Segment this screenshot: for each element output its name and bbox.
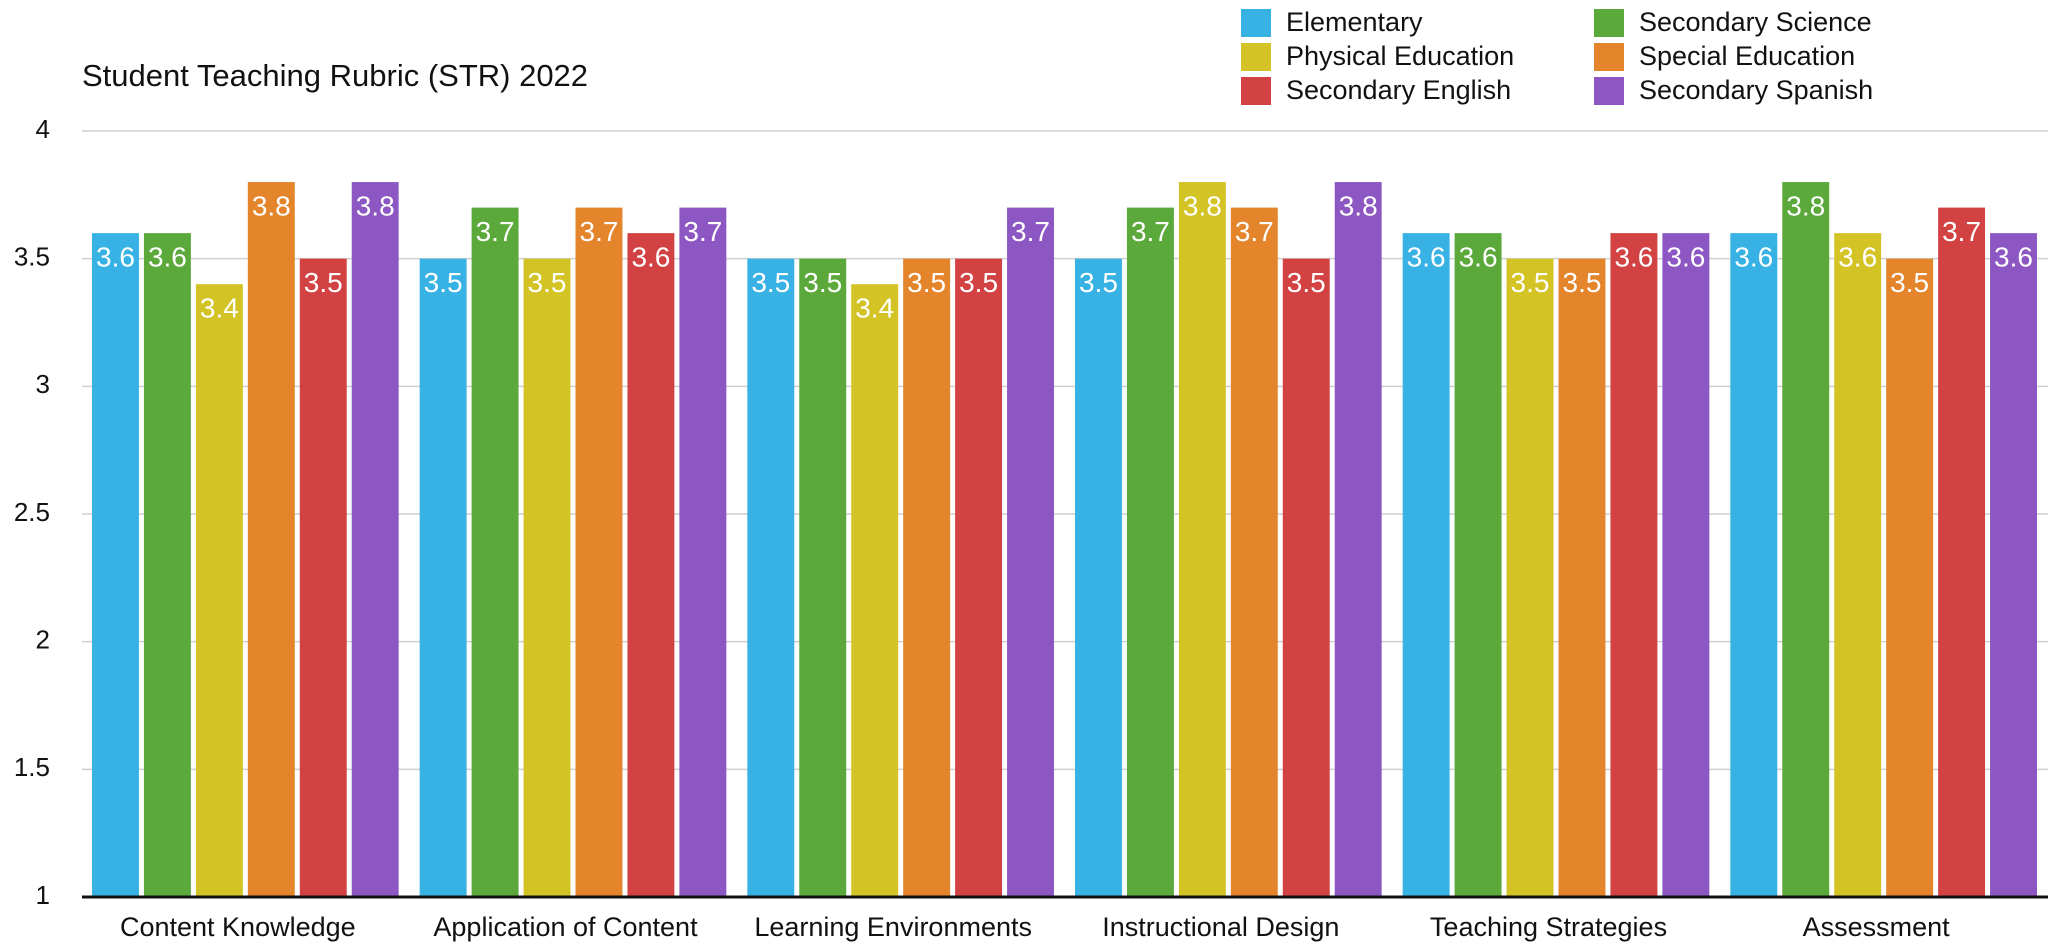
value-label: 3.6 (1734, 242, 1773, 273)
legend-swatch (1241, 77, 1271, 105)
legend-label: Special Education (1639, 41, 1855, 71)
value-label: 3.6 (148, 242, 187, 273)
bar (851, 284, 899, 897)
x-tick-label: Learning Environments (754, 912, 1032, 942)
legend-label: Secondary English (1286, 75, 1511, 105)
value-label: 3.6 (96, 242, 135, 273)
bar (903, 258, 951, 898)
y-tick-label: 3 (36, 369, 50, 399)
value-label: 3.8 (1183, 190, 1222, 221)
bar (1610, 233, 1658, 898)
bar (523, 258, 571, 898)
bar (195, 284, 243, 897)
legend-label: Physical Education (1286, 41, 1514, 71)
value-label: 3.6 (1994, 242, 2033, 273)
value-label: 3.6 (1459, 242, 1498, 273)
bar (1938, 207, 1986, 898)
chart-title: Student Teaching Rubric (STR) 2022 (82, 58, 588, 93)
value-label: 3.6 (1407, 242, 1446, 273)
value-label: 3.5 (1563, 267, 1602, 298)
value-label: 3.5 (1890, 267, 1929, 298)
value-label: 3.6 (631, 242, 670, 273)
value-label: 3.5 (304, 267, 343, 298)
value-label: 3.5 (1287, 267, 1326, 298)
value-label: 3.5 (1079, 267, 1118, 298)
value-label: 3.5 (959, 267, 998, 298)
x-tick-label: Teaching Strategies (1430, 912, 1667, 942)
x-tick-label: Application of Content (433, 912, 698, 942)
bar (1990, 233, 2037, 898)
value-label: 3.7 (580, 216, 619, 247)
x-tick-label: Instructional Design (1102, 912, 1339, 942)
value-label: 3.7 (476, 216, 515, 247)
value-label: 3.6 (1666, 242, 1705, 273)
bar (955, 258, 1003, 898)
bar (1402, 233, 1450, 898)
legend-swatch (1594, 9, 1624, 37)
value-label: 3.4 (200, 293, 239, 324)
value-label: 3.8 (1339, 190, 1378, 221)
y-tick-label: 2.5 (14, 497, 50, 527)
value-label: 3.8 (1786, 190, 1825, 221)
bar (575, 207, 623, 898)
bar (1007, 207, 1054, 898)
x-tick-label: Content Knowledge (120, 912, 356, 942)
legend-swatch (1594, 77, 1624, 105)
x-tick-label: Assessment (1803, 912, 1951, 942)
value-label: 3.5 (424, 267, 463, 298)
y-tick-label: 3.5 (14, 242, 50, 272)
bar (419, 258, 467, 898)
bar (1334, 182, 1382, 898)
bar (1230, 207, 1278, 898)
bar (471, 207, 519, 898)
bar (1730, 233, 1778, 898)
bar (1126, 207, 1174, 898)
legend-label: Secondary Science (1639, 7, 1872, 37)
value-label: 3.6 (1838, 242, 1877, 273)
legend-swatch (1241, 43, 1271, 71)
bar (1886, 258, 1934, 898)
y-tick-label: 2 (36, 625, 50, 655)
value-label: 3.5 (907, 267, 946, 298)
bar (1075, 258, 1122, 898)
value-label: 3.7 (683, 216, 722, 247)
value-label: 3.8 (252, 190, 291, 221)
bar (1454, 233, 1502, 898)
value-label: 3.7 (1131, 216, 1170, 247)
value-label: 3.7 (1942, 216, 1981, 247)
legend-swatch (1241, 9, 1271, 37)
value-label: 3.8 (356, 190, 395, 221)
value-label: 3.7 (1011, 216, 1050, 247)
value-label: 3.4 (855, 293, 894, 324)
bar (1282, 258, 1330, 898)
legend-swatch (1594, 43, 1624, 71)
value-label: 3.5 (528, 267, 567, 298)
value-label: 3.7 (1235, 216, 1274, 247)
y-tick-label: 1.5 (14, 752, 50, 782)
y-tick-label: 4 (36, 114, 50, 144)
value-label: 3.5 (751, 267, 790, 298)
bar (799, 258, 847, 898)
bar (747, 258, 795, 898)
legend-label: Secondary Spanish (1639, 75, 1873, 105)
bar (92, 233, 139, 898)
bar (299, 258, 347, 898)
bar (1506, 258, 1554, 898)
bar (627, 233, 675, 898)
bar (247, 182, 295, 898)
bar (1662, 233, 1710, 898)
bar (1834, 233, 1882, 898)
y-tick-label: 1 (36, 880, 50, 910)
bar (143, 233, 191, 898)
bar (1178, 182, 1226, 898)
value-label: 3.6 (1614, 242, 1653, 273)
bar (351, 182, 399, 898)
bar (1558, 258, 1606, 898)
bar (1782, 182, 1830, 898)
value-label: 3.5 (1511, 267, 1550, 298)
bar (679, 207, 727, 898)
value-label: 3.5 (803, 267, 842, 298)
legend-label: Elementary (1286, 7, 1423, 37)
